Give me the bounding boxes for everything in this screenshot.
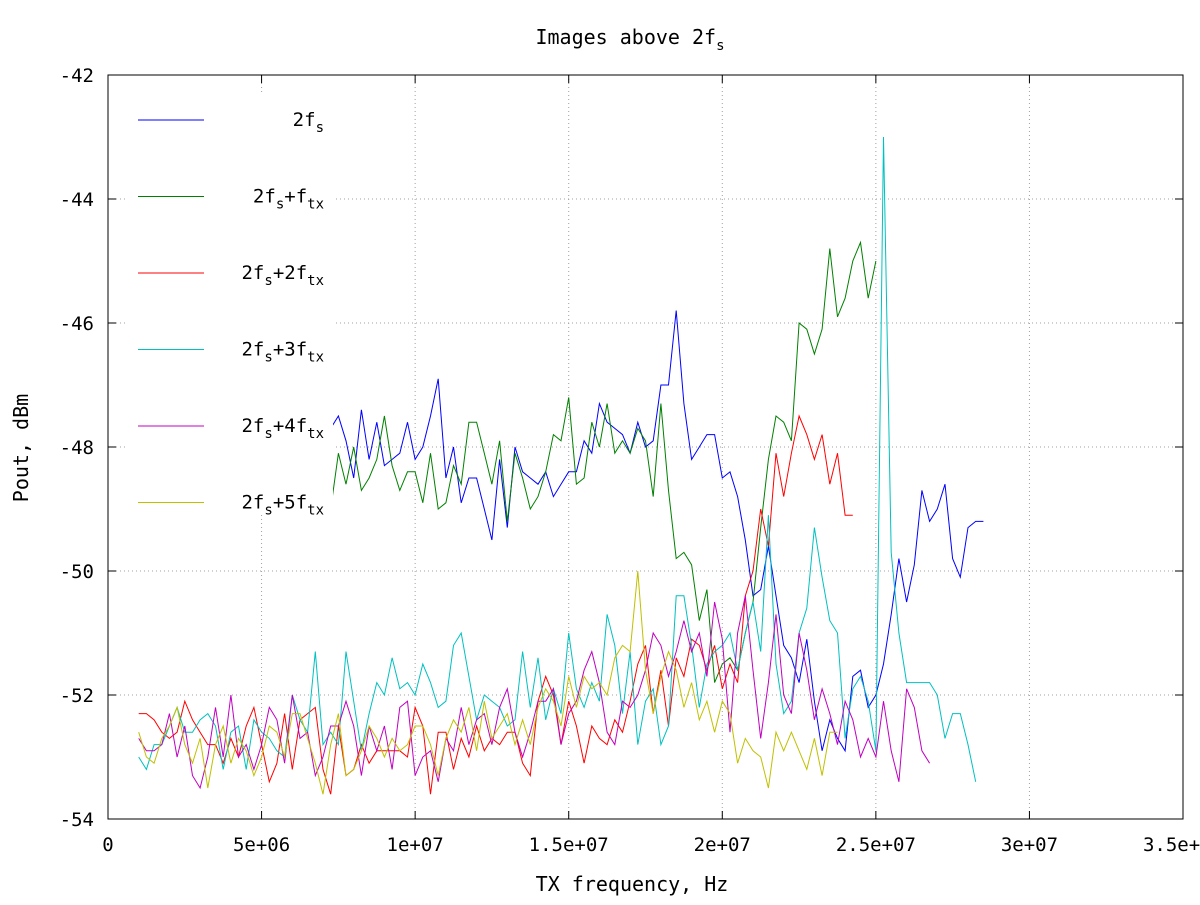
legend-label-subscript: tx xyxy=(307,197,324,213)
legend-label-subscript: tx xyxy=(307,273,324,289)
legend-entry-label: 2fs xyxy=(293,109,324,136)
x-axis-title: TX frequency, Hz xyxy=(536,872,729,896)
x-tick-label: 1e+07 xyxy=(387,834,444,856)
series-line-5 xyxy=(138,595,931,790)
chart-title: Images above 2fs xyxy=(535,25,724,54)
y-tick-label: -44 xyxy=(60,189,94,211)
legend-label-text: +f xyxy=(284,186,307,208)
x-tick-label: 0 xyxy=(102,834,113,856)
legend-label-subscript: s xyxy=(264,350,272,366)
legend-label-text: 2f xyxy=(241,339,264,361)
legend: 2fs2fs+ftx2fs+2ftx2fs+3ftx2fs+4ftx2fs+5f… xyxy=(138,109,324,519)
legend-label-text: 2f xyxy=(241,262,264,284)
legend-entry-label: 2fs+ftx xyxy=(253,186,324,213)
legend-label-subscript: s xyxy=(264,273,272,289)
legend-background xyxy=(128,95,333,515)
chart-title-subscript: s xyxy=(716,38,724,54)
y-tick-label: -48 xyxy=(60,437,94,459)
x-tick-label: 3e+07 xyxy=(1001,834,1058,856)
grid xyxy=(108,75,1183,819)
legend-label-text: 2f xyxy=(293,109,316,131)
x-tick-label: 2e+07 xyxy=(694,834,751,856)
legend-label-subscript: tx xyxy=(307,350,324,366)
legend-label-subscript: s xyxy=(316,120,324,136)
y-axis-title: Pout, dBm xyxy=(9,394,33,502)
chart-title-main: Images above 2f xyxy=(535,25,716,49)
y-tick-label: -46 xyxy=(60,313,94,335)
series-line-6 xyxy=(138,570,838,795)
y-tick-label: -52 xyxy=(60,685,94,707)
axis-ticks: 0 5e+06 1e+07 1.5e+07 2e+07 2.5e+07 3e+07 3.5e+… xyxy=(60,65,1200,856)
legend-entry-label: 2fs+4ftx xyxy=(241,415,324,442)
legend-label-text: 2f xyxy=(241,492,264,514)
legend-label-subscript: tx xyxy=(307,426,324,442)
legend-label-text: +5f xyxy=(273,492,307,514)
legend-label-subscript: s xyxy=(264,503,272,519)
y-tick-label: -50 xyxy=(60,561,94,583)
legend-entry-label: 2fs+2ftx xyxy=(241,262,324,289)
legend-label-subscript: s xyxy=(276,197,284,213)
legend-label-text: +2f xyxy=(273,262,307,284)
x-tick-label: 2.5e+07 xyxy=(836,834,916,856)
legend-entry-label: 2fs+5ftx xyxy=(241,492,324,519)
x-tick-label: 3.5e+07 xyxy=(1143,834,1200,856)
x-tick-label: 5e+06 xyxy=(233,834,290,856)
y-tick-label: -54 xyxy=(60,809,94,831)
x-tick-label: 1.5e+07 xyxy=(529,834,609,856)
legend-label-text: 2f xyxy=(253,186,276,208)
legend-label-subscript: s xyxy=(264,426,272,442)
y-tick-label: -42 xyxy=(60,65,94,87)
legend-entry-label: 2fs+3ftx xyxy=(241,339,324,366)
legend-label-text: 2f xyxy=(241,415,264,437)
legend-label-text: +3f xyxy=(273,339,307,361)
legend-label-text: +4f xyxy=(273,415,307,437)
series-line-4 xyxy=(138,136,977,782)
legend-label-subscript: tx xyxy=(307,503,324,519)
